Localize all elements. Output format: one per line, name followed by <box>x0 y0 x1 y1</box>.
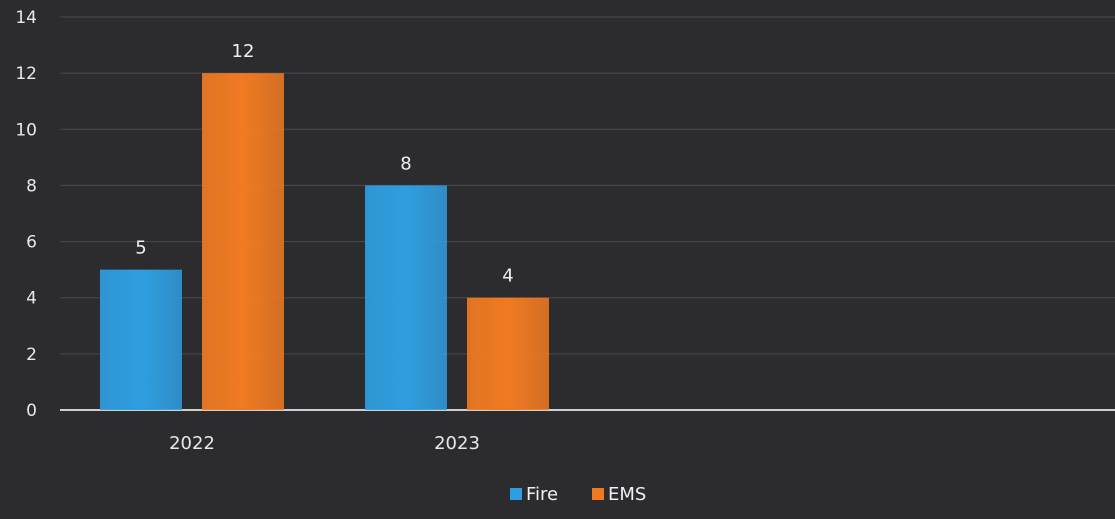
y-tick-label: 0 <box>26 401 37 421</box>
bar-ems-2023 <box>467 297 549 410</box>
data-label: 8 <box>400 153 411 174</box>
bar-fire-2023 <box>365 185 447 410</box>
y-tick-label: 12 <box>15 64 37 84</box>
legend-swatch-ems <box>592 488 604 500</box>
y-tick-label: 10 <box>15 120 37 140</box>
y-tick-label: 8 <box>26 176 37 196</box>
bar-ems-2022 <box>202 73 284 411</box>
data-label: 12 <box>232 41 255 62</box>
y-tick-label: 4 <box>26 289 37 309</box>
data-label: 4 <box>502 266 513 287</box>
legend-swatch-fire <box>510 488 522 500</box>
data-label: 5 <box>135 238 146 259</box>
y-tick-label: 14 <box>15 8 37 28</box>
data-labels: 5 12 8 4 <box>135 41 513 287</box>
legend-label-fire: Fire <box>526 484 558 505</box>
legend-label-ems: EMS <box>608 484 646 505</box>
y-tick-label: 6 <box>26 233 37 253</box>
legend: Fire EMS <box>510 484 646 505</box>
x-tick-label: 2023 <box>434 433 480 454</box>
x-axis: 2022 2023 <box>169 433 480 454</box>
bar-fire-2022 <box>100 269 182 410</box>
y-tick-label: 2 <box>26 345 37 365</box>
x-tick-label: 2022 <box>169 433 215 454</box>
bars <box>100 73 549 411</box>
